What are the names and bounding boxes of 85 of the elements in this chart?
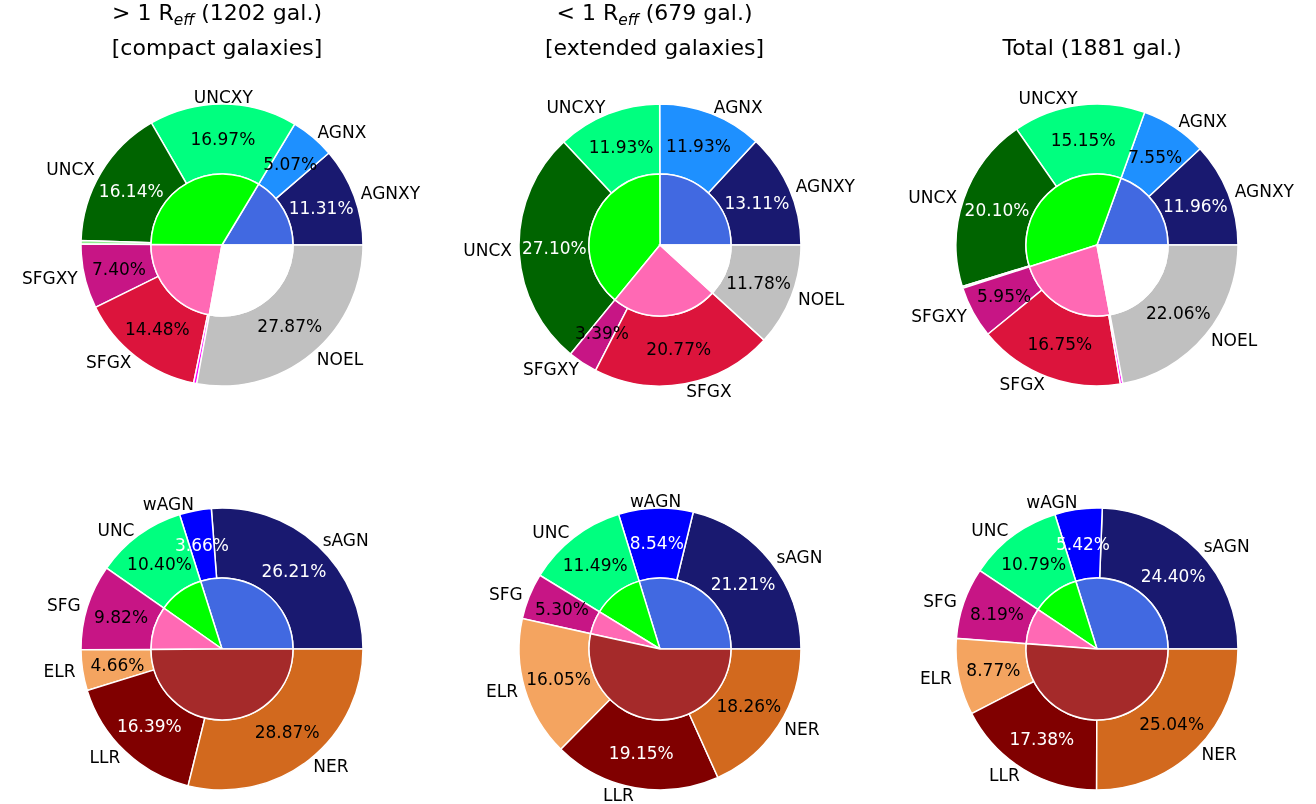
slice-label: NER	[1201, 743, 1238, 764]
data-label: 27.87%	[257, 316, 323, 337]
slice-label: UNC	[531, 521, 569, 542]
slice-label: ELR	[485, 680, 518, 701]
slice-label: UNCX	[462, 239, 512, 260]
data-label: 20.10%	[964, 200, 1030, 221]
data-label: 28.87%	[254, 722, 320, 743]
slice-label: NOEL	[316, 348, 364, 369]
slice-label: ELR	[919, 668, 953, 689]
data-label: 16.05%	[525, 668, 591, 689]
slice-label: SFG	[923, 590, 958, 611]
slice-label: sAGN	[1203, 536, 1250, 557]
slice-label: SFGX	[999, 373, 1046, 394]
chart-subtitle: [extended galaxies]	[544, 35, 765, 60]
slice-label: wAGN	[142, 493, 194, 514]
slice-label: NER	[313, 755, 349, 776]
data-label: 26.21%	[261, 561, 327, 582]
data-label: 24.40%	[1140, 565, 1206, 586]
slice-label: UNC	[97, 519, 135, 540]
slice-label: LLR	[89, 746, 121, 767]
slice-label: UNC	[971, 520, 1009, 541]
slice-label: NOEL	[797, 288, 845, 309]
slice-label: LLR	[602, 784, 634, 804]
slice-label: AGNX	[317, 121, 367, 142]
data-label: 16.14%	[98, 180, 164, 201]
data-label: 18.26%	[715, 696, 781, 717]
data-label: 8.54%	[629, 533, 684, 554]
slice-label: SFG	[46, 594, 81, 615]
slice-label: NOEL	[1210, 329, 1258, 350]
slice-label: SFGXY	[911, 305, 968, 326]
slice-label: sAGN	[322, 530, 369, 551]
data-label: 5.30%	[534, 599, 589, 620]
data-label: 8.77%	[966, 660, 1021, 681]
data-label: 11.93%	[588, 136, 653, 157]
data-label: 4.66%	[90, 654, 145, 675]
data-label: 7.40%	[91, 258, 146, 279]
data-label: 8.19%	[970, 604, 1025, 625]
slice-label: AGNXY	[360, 183, 421, 204]
slice-label: UNCXY	[545, 97, 606, 118]
data-label: 27.10%	[521, 238, 587, 259]
data-label: 10.40%	[127, 553, 192, 574]
slice-label: AGNXY	[1234, 180, 1295, 201]
data-label: 7.55%	[1128, 146, 1183, 167]
data-label: 11.93%	[665, 136, 731, 157]
slice-label: SFG	[488, 583, 523, 604]
data-label: 15.15%	[1050, 130, 1116, 151]
slice-label: ELR	[43, 661, 76, 682]
data-label: 19.15%	[608, 743, 674, 764]
slice-label: UNCX	[908, 186, 958, 207]
data-label: 22.06%	[1145, 302, 1211, 323]
data-label: 9.82%	[94, 607, 149, 628]
data-label: 14.48%	[124, 318, 190, 339]
data-label: 11.31%	[288, 198, 354, 219]
slice-label: AGNX	[713, 97, 763, 118]
slice-label: wAGN	[1026, 492, 1078, 513]
chart-subtitle: [compact galaxies]	[111, 35, 323, 60]
slice-label: NER	[783, 719, 820, 740]
slice-label: AGNX	[1178, 111, 1228, 132]
slice-label: SFGXY	[21, 268, 79, 289]
data-label: 25.04%	[1139, 713, 1205, 734]
data-label: 5.95%	[977, 285, 1032, 306]
slice-label: UNCXY	[1018, 88, 1079, 109]
slice-label: AGNXY	[795, 175, 856, 196]
data-label: 17.38%	[1009, 729, 1075, 750]
slice-label: SFGXY	[522, 358, 579, 379]
data-label: 13.11%	[723, 192, 789, 213]
chart-title: Total (1881 gal.)	[1002, 35, 1182, 60]
data-label: 16.75%	[1027, 334, 1093, 355]
slice-label: UNCXY	[193, 86, 254, 107]
data-label: 20.77%	[645, 339, 711, 360]
chart-title: > 1 R$_{eff}$ (1202 gal.)	[112, 0, 322, 29]
slice-label: SFGX	[685, 380, 732, 401]
chart-title: < 1 R$_{eff}$ (679 gal.)	[556, 0, 753, 29]
slice-label: sAGN	[775, 547, 822, 568]
data-label: 11.78%	[725, 273, 791, 294]
data-label: 21.21%	[710, 573, 776, 594]
data-label: 11.96%	[1162, 196, 1228, 217]
slice-label: SFGX	[86, 352, 132, 373]
slice-label: wAGN	[629, 491, 681, 512]
slice-label: LLR	[989, 765, 1020, 786]
data-label: 11.49%	[562, 555, 628, 576]
data-label: 10.79%	[1001, 554, 1067, 575]
data-label: 16.97%	[190, 129, 256, 150]
slice-label: UNCX	[46, 159, 96, 179]
data-label: 16.39%	[116, 715, 182, 736]
